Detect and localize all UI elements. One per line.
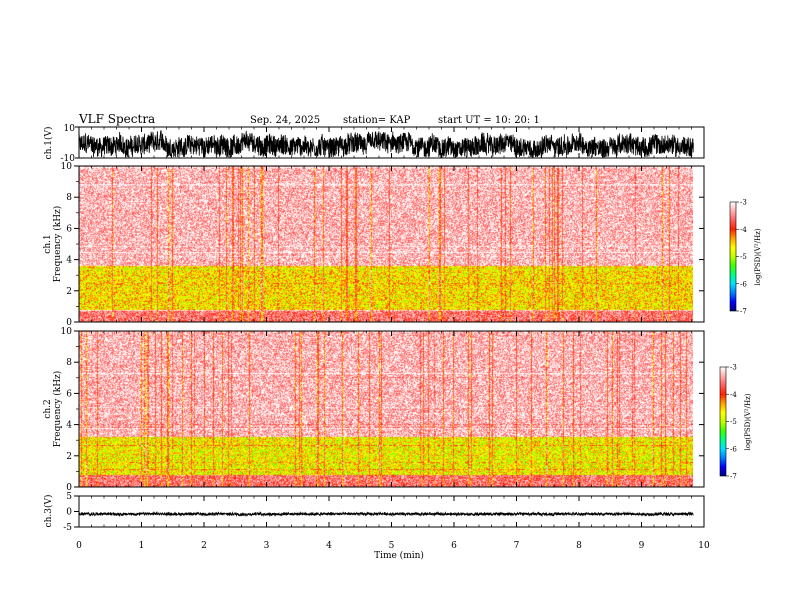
ch1-colorbar-gradient xyxy=(729,201,737,312)
time-tick-label-5: 5 xyxy=(389,541,395,551)
ch1-ytick-top: 10 xyxy=(64,124,76,134)
spec2-ytick-label-10: 10 xyxy=(61,327,73,337)
ch1-colorbar-tick-label--3: -3 xyxy=(740,199,747,207)
spec1-ytick-label-10: 10 xyxy=(61,162,73,172)
ch1-ytick-bottom: -10 xyxy=(61,154,76,164)
ch1-colorbar-ticks: -3 -4 -5 -6 -7 xyxy=(736,199,747,316)
figure-title: VLF Spectra xyxy=(78,112,155,126)
ch2-spectrogram-yticks: 0 2 4 6 8 10 xyxy=(61,327,704,493)
station-label: station= KAP xyxy=(343,115,411,126)
ch2-colorbar-tick-label--7: -7 xyxy=(730,473,737,481)
spec1-ytick-label-8: 8 xyxy=(66,193,72,203)
ch2-colorbar-tick-label--3: -3 xyxy=(730,364,737,372)
ch2-spectrogram-panel: 0 2 4 6 8 10 ch.2 Frequency (kHz) xyxy=(43,327,705,493)
time-tick-label-7: 7 xyxy=(514,541,520,551)
ch1-waveform-xticks xyxy=(78,127,705,158)
time-tick-label-9: 9 xyxy=(639,541,645,551)
ch1-colorbar-tick-label--7: -7 xyxy=(740,308,747,316)
ch1-spectrogram-heatmap xyxy=(79,166,693,322)
ch1-waveform-panel: 10 -10 ch.1(V) xyxy=(43,124,705,164)
figure-header: VLF Spectra Sep. 24, 2025 station= KAP s… xyxy=(78,112,540,126)
start-time-label: start UT = 10: 20: 1 xyxy=(438,115,540,126)
ch2-spectrogram-ylabel-frequency: Frequency (kHz) xyxy=(52,371,63,448)
spec1-ytick-label-6: 6 xyxy=(66,224,72,234)
ch3-ytick-label--5: -5 xyxy=(63,523,72,533)
ch1-waveform-trace xyxy=(78,130,694,159)
ch3-ytick-label-5: 5 xyxy=(66,492,72,502)
ch3-waveform-ylabel: ch.3(V) xyxy=(43,495,54,528)
time-tick-label-2: 2 xyxy=(201,541,207,551)
ch3-waveform-trace xyxy=(78,511,694,518)
ch2-spectrogram-xticks xyxy=(78,331,705,487)
ch3-waveform-yticks: 5 0 -5 xyxy=(63,492,79,533)
ch1-colorbar-label: log(PSD)(V²/Hz) xyxy=(754,228,762,285)
ch2-colorbar-tick-label--6: -6 xyxy=(730,445,737,453)
spec2-ytick-label-4: 4 xyxy=(66,421,72,431)
ch1-spectrogram-panel: 0 2 4 6 8 10 ch.1 Frequency (kHz) xyxy=(43,162,705,328)
ch2-spectrogram-heatmap xyxy=(79,331,693,487)
ch2-colorbar-tick-label--5: -5 xyxy=(730,418,737,426)
ch1-spectrogram-ylabel-frequency: Frequency (kHz) xyxy=(52,206,63,283)
time-axis-label: Time (min) xyxy=(374,550,424,561)
spec1-ytick-label-2: 2 xyxy=(66,287,72,297)
time-tick-label-6: 6 xyxy=(451,541,457,551)
ch2-colorbar-tick-label--4: -4 xyxy=(730,391,737,399)
ch1-colorbar-tick-label--5: -5 xyxy=(740,253,747,261)
spec1-ytick-label-0: 0 xyxy=(66,318,72,328)
date-label: Sep. 24, 2025 xyxy=(250,115,320,126)
ch3-waveform-xticks: 0 1 2 3 4 5 6 7 8 9 10 xyxy=(76,496,710,551)
ch1-colorbar-tick-label--4: -4 xyxy=(740,226,747,234)
time-tick-label-10: 10 xyxy=(698,541,710,551)
spec2-ytick-label-2: 2 xyxy=(66,452,72,462)
spec2-ytick-label-0: 0 xyxy=(66,483,72,493)
ch2-colorbar-gradient xyxy=(719,366,727,477)
ch1-waveform-ylabel: ch.1(V) xyxy=(43,127,54,160)
ch3-waveform-panel: 5 0 -5 0 1 2 3 4 5 6 7 8 9 10 ch.3(V) Time (min) xyxy=(43,492,710,561)
ch1-spectrogram-yticks: 0 2 4 6 8 10 xyxy=(61,162,704,328)
time-tick-label-8: 8 xyxy=(576,541,582,551)
spec2-ytick-label-6: 6 xyxy=(66,389,72,399)
spec1-ytick-label-4: 4 xyxy=(66,256,72,266)
ch1-colorbar: -3 -4 -5 -6 -7 log(PSD)(V²/Hz) xyxy=(729,199,762,316)
time-tick-label-4: 4 xyxy=(326,541,332,551)
ch3-ytick-label-0: 0 xyxy=(66,508,72,518)
time-tick-label-3: 3 xyxy=(264,541,270,551)
ch2-colorbar: -3 -4 -5 -6 -7 log(PSD)(V²/Hz) xyxy=(719,364,752,481)
ch1-colorbar-tick-label--6: -6 xyxy=(740,280,747,288)
ch1-spectrogram-ylabel-channel: ch.1 xyxy=(43,234,53,253)
ch1-spectrogram-xticks xyxy=(78,166,705,322)
time-tick-label-1: 1 xyxy=(139,541,145,551)
spec2-ytick-label-8: 8 xyxy=(66,358,72,368)
ch2-colorbar-ticks: -3 -4 -5 -6 -7 xyxy=(726,364,737,481)
ch2-spectrogram-ylabel-channel: ch.2 xyxy=(43,399,53,418)
time-tick-label-0: 0 xyxy=(76,541,82,551)
ch2-colorbar-label: log(PSD)(V²/Hz) xyxy=(744,393,752,450)
